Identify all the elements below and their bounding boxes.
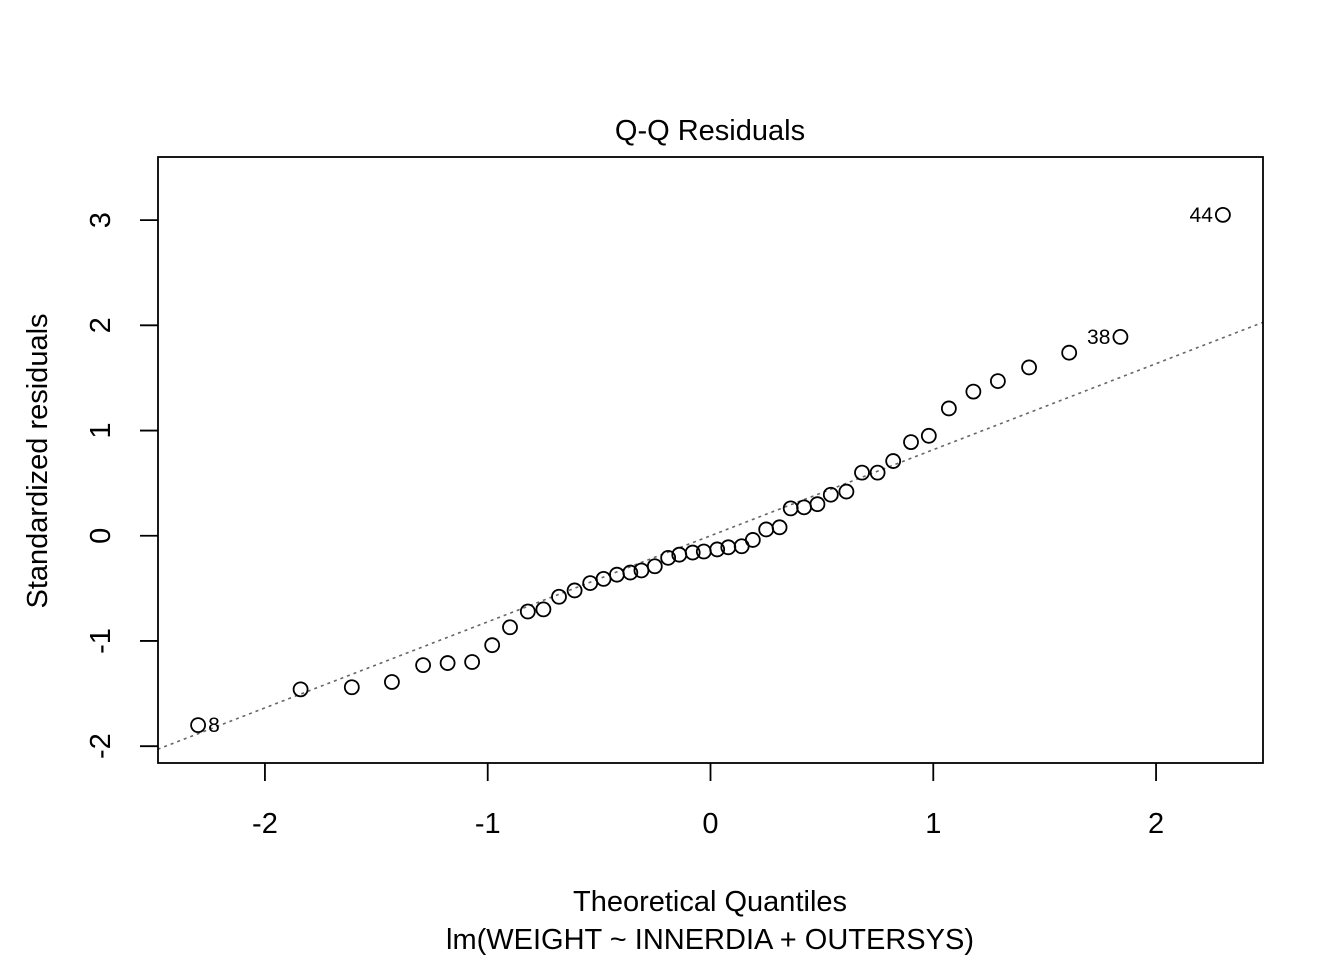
- y-axis-title: Standardized residuals: [22, 313, 54, 608]
- x-tick-label: 0: [702, 808, 718, 840]
- data-point: [869, 464, 886, 481]
- data-point: [551, 588, 567, 605]
- data-point: [771, 519, 788, 536]
- data-point: [1112, 329, 1129, 345]
- data-point: [989, 373, 1006, 389]
- data-point: [940, 400, 957, 417]
- chart-title: Q-Q Residuals: [615, 115, 805, 147]
- data-point: [1214, 206, 1231, 223]
- x-tick-label: -1: [475, 808, 501, 840]
- data-point: [292, 681, 309, 698]
- y-tick-label: -1: [85, 628, 117, 654]
- y-tick-label: 2: [85, 317, 117, 333]
- data-point: [384, 674, 400, 690]
- data-point: [1021, 359, 1037, 376]
- data-point: [1061, 344, 1078, 361]
- data-point: [885, 453, 902, 469]
- data-point: [190, 717, 207, 734]
- point-label: 38: [1087, 326, 1110, 349]
- y-tick-label: 3: [85, 212, 117, 228]
- data-point: [965, 383, 982, 400]
- data-point: [566, 582, 583, 599]
- data-point: [502, 619, 518, 636]
- data-point: [809, 496, 826, 513]
- data-point: [903, 434, 919, 451]
- x-tick-label: -2: [252, 808, 278, 840]
- data-point: [519, 603, 536, 620]
- data-point: [920, 427, 937, 444]
- data-point: [660, 549, 677, 566]
- plot-area: 8 38 44: [158, 204, 1263, 751]
- data-point: [822, 486, 839, 503]
- data-point: [622, 564, 639, 581]
- y-tick-label: -2: [85, 733, 117, 759]
- data-point: [709, 541, 726, 558]
- data-point: [415, 657, 432, 674]
- point-label: 44: [1190, 204, 1214, 227]
- data-point: [854, 464, 870, 481]
- data-point: [439, 655, 456, 671]
- data-point: [646, 558, 663, 575]
- data-point: [484, 637, 501, 654]
- axes: -2 -1 0 1 2 -2 -1 0 1 2 3: [85, 156, 1264, 840]
- x-axis-subtitle: lm(WEIGHT ~ INNERDIA + OUTERSYS): [446, 924, 974, 956]
- data-point: [684, 544, 701, 561]
- x-tick-label: 1: [925, 808, 941, 840]
- data-point: [838, 483, 855, 500]
- x-tick-label: 2: [1148, 808, 1164, 840]
- y-tick-label: 0: [85, 528, 117, 544]
- data-point: [343, 679, 360, 696]
- data-point: [464, 654, 481, 670]
- y-tick-label: 1: [85, 422, 117, 438]
- data-point: [535, 601, 552, 618]
- data-point: [744, 532, 761, 548]
- x-axis-title: Theoretical Quantiles: [573, 886, 847, 918]
- point-label: 8: [208, 714, 220, 737]
